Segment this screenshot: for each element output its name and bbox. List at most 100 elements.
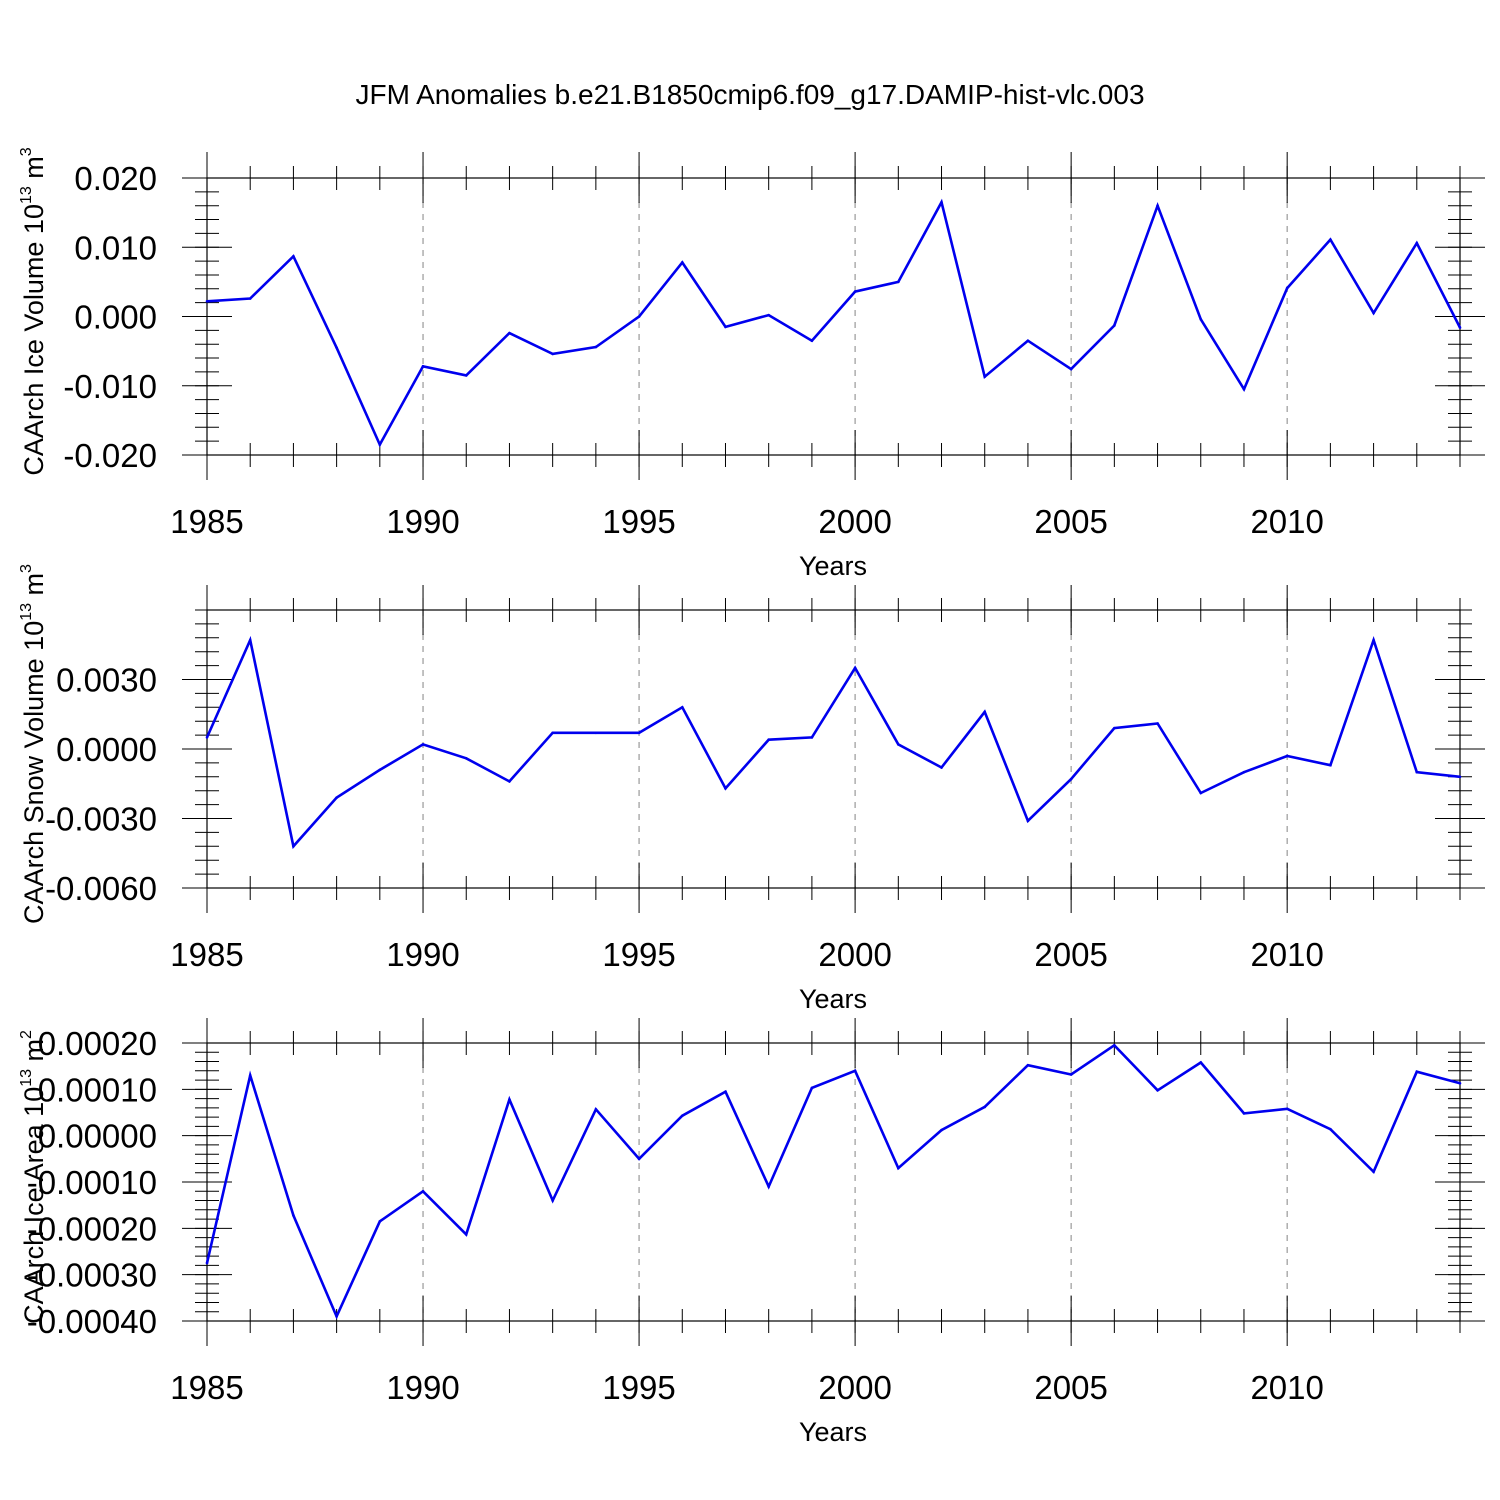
ice-volume-data-point-1999 <box>810 339 814 343</box>
snow-volume-data-point-2005 <box>1069 777 1073 781</box>
ice-volume-data-point-1995 <box>637 315 641 318</box>
ice-volume-data-point-1997 <box>724 325 727 329</box>
ice-volume-data-point-2008 <box>1199 317 1203 321</box>
ice-volume-y-tick-label: 0.010 <box>74 229 157 266</box>
ice-volume-data-point-1991 <box>464 374 468 377</box>
snow-volume-x-tick-labels: 1985 1990 1995 2000 2005 2010 <box>170 936 1324 973</box>
ice-volume-x-tick-label: 1990 <box>386 503 459 540</box>
ice-volume-y-tick-label: -0.020 <box>63 437 157 474</box>
ice-area-data-point-1988 <box>335 1315 338 1318</box>
snow-volume-data-point-1993 <box>551 731 554 735</box>
ice-area-data-point-2006 <box>1113 1044 1116 1047</box>
snow-volume-data-point-2009 <box>1242 770 1246 774</box>
panel-ice-volume: -0.020 -0.010 0.000 0.010 0.020 1985 1990 1995… <box>18 147 1485 581</box>
ice-volume-data-points <box>205 200 1462 446</box>
ice-volume-data-point-2006 <box>1113 324 1116 327</box>
ice-area-data-point-1994 <box>594 1107 598 1111</box>
snow-volume-data-point-1998 <box>767 738 770 742</box>
snow-volume-x-axis-title: Years <box>799 984 867 1014</box>
ice-volume-series-line <box>206 198 1462 448</box>
ice-area-x-axis-title: Years <box>799 1417 867 1447</box>
snow-volume-data-point-2013 <box>1415 770 1419 774</box>
ice-volume-data-point-1998 <box>767 313 770 317</box>
ice-volume-y-tick-labels: -0.020 -0.010 0.000 0.010 0.020 <box>63 160 157 474</box>
panel-snow-volume: -0.0060 -0.0030 0.0000 0.0030 1985 1990 1995 2… <box>18 564 1485 1014</box>
ice-area-data-point-2010 <box>1285 1107 1289 1111</box>
ice-volume-x-tick-label: 1995 <box>602 503 675 540</box>
ice-area-data-point-2007 <box>1156 1088 1159 1092</box>
ice-volume-data-point-2013 <box>1415 241 1419 245</box>
snow-volume-data-point-1996 <box>680 706 684 709</box>
ice-area-major-ticks <box>182 1018 1485 1346</box>
ice-area-ylabel-base: CAArch Ice Area 10 <box>19 1087 49 1324</box>
ice-area-y-tick-label: 0.00020 <box>38 1025 157 1062</box>
ice-area-ylabel-unit-exp: 2 <box>18 1030 35 1039</box>
ice-area-y-tick-label: 0.00010 <box>38 1071 157 1108</box>
snow-volume-data-point-1999 <box>810 736 814 739</box>
snow-volume-series-line <box>205 635 1461 850</box>
ice-area-minor-ticks <box>195 1031 1472 1333</box>
ice-volume-data-point-2004 <box>1026 339 1030 343</box>
ice-volume-data-point-2007 <box>1156 204 1159 207</box>
ice-area-x-tick-label: 2000 <box>818 1369 891 1406</box>
ice-volume-x-tick-label: 2000 <box>818 503 891 540</box>
snow-volume-data-point-2003 <box>983 710 987 714</box>
ice-volume-data-point-2003 <box>983 375 987 379</box>
snow-volume-data-point-1985 <box>205 736 209 739</box>
ice-volume-x-tick-labels: 1985 1990 1995 2000 2005 2010 <box>170 503 1324 540</box>
ice-area-plot-frame <box>206 1042 1461 1322</box>
ice-area-data-point-2004 <box>1026 1063 1030 1067</box>
snow-volume-data-point-2014 <box>1458 775 1462 779</box>
snow-volume-data-point-2004 <box>1026 819 1030 823</box>
snow-volume-data-point-1997 <box>724 787 727 790</box>
ice-area-data-point-2000 <box>853 1069 857 1073</box>
snow-volume-y-tick-label: 0.0000 <box>56 731 157 768</box>
ice-volume-data-point-1985 <box>205 299 209 303</box>
ice-area-data-points <box>205 1044 1462 1318</box>
ice-area-data-point-1989 <box>378 1220 382 1223</box>
ice-area-data-point-2008 <box>1199 1061 1203 1064</box>
snow-volume-ylabel-exp: 13 <box>18 603 35 621</box>
ice-area-data-point-2012 <box>1372 1170 1375 1174</box>
snow-volume-y-axis-title: CAArch Snow Volume 1013 m3 <box>18 564 49 924</box>
snow-volume-data-point-2006 <box>1113 726 1116 730</box>
snow-volume-data-point-2011 <box>1329 763 1332 767</box>
snow-volume-plot-frame <box>206 609 1461 889</box>
snow-volume-data-point-1988 <box>335 796 338 799</box>
ice-volume-data-point-1988 <box>335 346 338 349</box>
ice-volume-data-point-2011 <box>1329 238 1332 241</box>
ice-volume-data-point-2009 <box>1242 387 1246 391</box>
ice-volume-data-point-1996 <box>680 261 684 264</box>
ice-volume-data-point-2012 <box>1372 311 1375 315</box>
ice-area-data-point-1997 <box>724 1090 727 1093</box>
ice-volume-data-point-1989 <box>378 443 382 446</box>
ice-volume-data-point-2002 <box>940 200 943 204</box>
ice-area-data-point-2001 <box>897 1166 900 1170</box>
ice-area-data-point-1992 <box>508 1098 511 1101</box>
ice-area-data-point-2011 <box>1329 1127 1332 1131</box>
ice-area-y-tick-label: -0.00030 <box>27 1257 157 1294</box>
snow-volume-data-point-2010 <box>1285 754 1289 758</box>
ice-volume-data-point-1992 <box>508 331 511 335</box>
ice-volume-y-tick-label: 0.020 <box>74 160 157 197</box>
ice-area-data-point-1987 <box>292 1214 295 1217</box>
ice-volume-data-point-2005 <box>1069 367 1073 371</box>
snow-volume-data-point-1994 <box>594 731 598 735</box>
snow-volume-x-tick-label: 1990 <box>386 936 459 973</box>
snow-volume-data-point-2001 <box>897 743 900 746</box>
ice-volume-data-point-1987 <box>292 254 295 258</box>
snow-volume-ylabel-unit-exp: 3 <box>18 564 35 573</box>
ice-volume-ylabel-unit: m <box>19 156 49 186</box>
snow-volume-data-point-2000 <box>853 666 857 670</box>
ice-area-data-point-2014 <box>1458 1082 1462 1085</box>
ice-volume-ylabel-unit-exp: 3 <box>18 147 35 156</box>
snow-volume-x-tick-label: 2010 <box>1250 936 1323 973</box>
ice-volume-data-point-1990 <box>421 365 425 368</box>
ice-volume-x-tick-label: 1985 <box>170 503 243 540</box>
snow-volume-y-tick-labels: -0.0060 -0.0030 0.0000 0.0030 <box>45 662 157 908</box>
ice-volume-plot-frame <box>206 177 1461 456</box>
snow-volume-minor-ticks <box>195 598 1472 900</box>
ice-volume-ylabel-exp: 13 <box>18 186 35 204</box>
ice-volume-y-axis-title: CAArch Ice Volume 1013 m3 <box>18 147 49 475</box>
ice-volume-y-tick-label: 0.000 <box>74 299 157 336</box>
